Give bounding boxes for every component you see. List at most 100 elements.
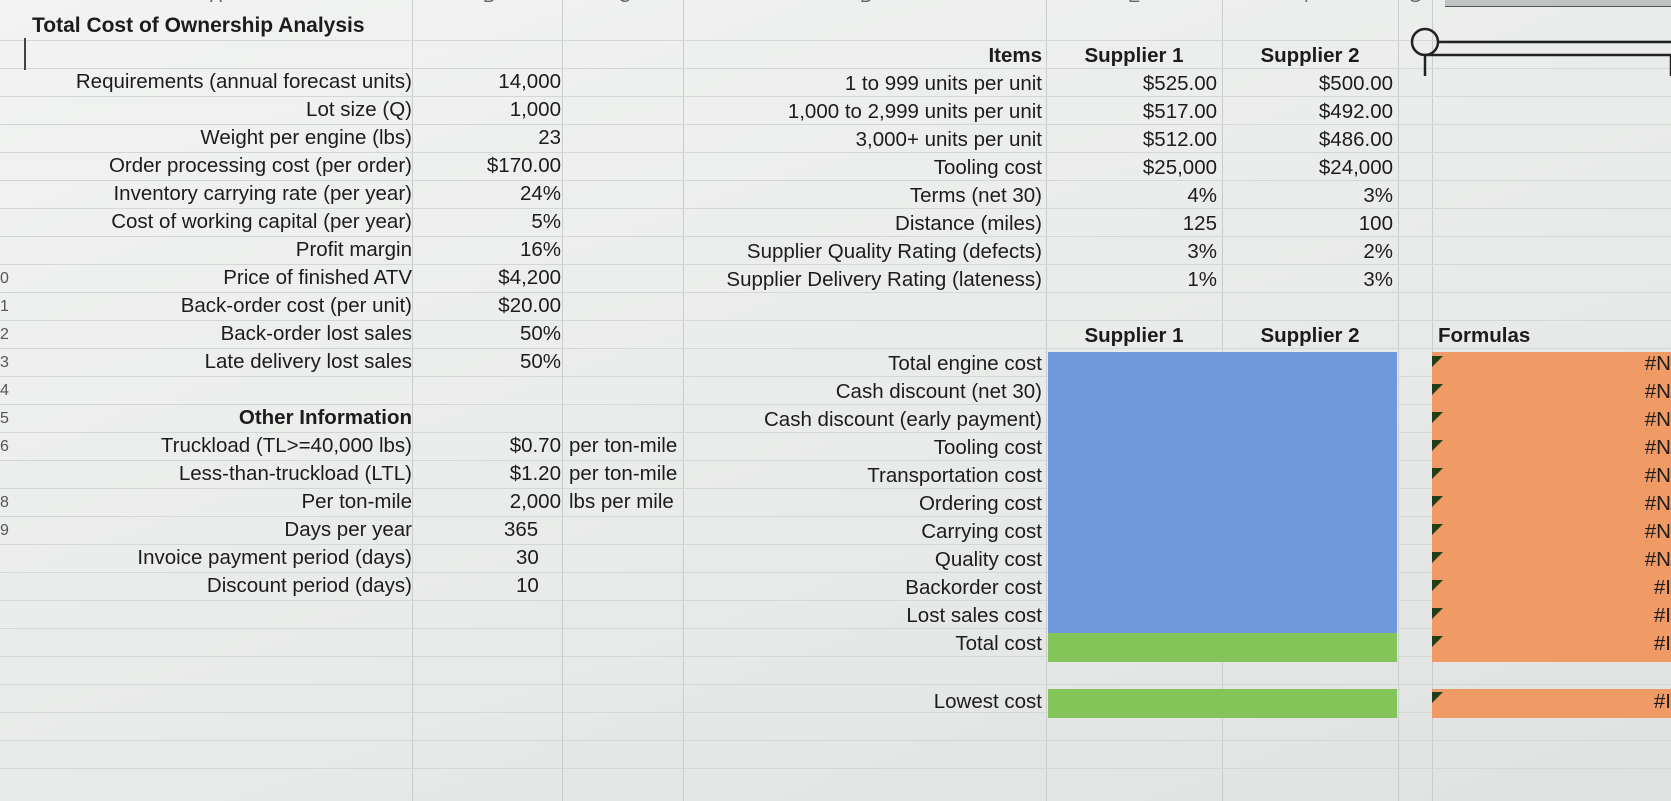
supplier2-value[interactable]: 2% [1363, 240, 1393, 263]
supplier-cost-blue-range[interactable] [1048, 352, 1397, 633]
supplier1-value[interactable]: $525.00 [1142, 72, 1217, 95]
cell-value[interactable]: $4,200 [498, 266, 561, 289]
comment-indicator[interactable] [1432, 496, 1443, 507]
comment-indicator[interactable] [1432, 356, 1443, 367]
col-header-e[interactable]: E [1128, 0, 1140, 7]
supplier1-value[interactable]: $25,000 [1142, 156, 1217, 179]
cost-supplier1-header[interactable]: Supplier 1 [1084, 324, 1184, 347]
formulas-orange-range[interactable] [1432, 352, 1671, 662]
cell-label[interactable]: Late delivery lost sales [204, 350, 412, 373]
cost-row-label[interactable]: Total cost [955, 632, 1042, 655]
item-label[interactable]: 3,000+ units per unit [855, 128, 1042, 151]
supplier2-value[interactable]: $492.00 [1318, 100, 1393, 123]
supplier1-value[interactable]: 3% [1187, 240, 1217, 263]
cost-row-label[interactable]: Backorder cost [905, 576, 1042, 599]
cost-supplier2-header[interactable]: Supplier 2 [1260, 324, 1360, 347]
formula-error[interactable]: #I [1653, 632, 1671, 655]
formula-error[interactable]: #I [1653, 604, 1671, 627]
total-cost-green-range[interactable] [1048, 633, 1397, 662]
lowest-cost-label[interactable]: Lowest cost [933, 690, 1042, 713]
cell-value[interactable]: 14,000 [498, 70, 561, 93]
cell-label[interactable]: Less-than-truckload (LTL) [178, 462, 412, 485]
formula-error[interactable]: #N [1644, 492, 1671, 515]
cell-label[interactable]: Inventory carrying rate (per year) [113, 182, 412, 205]
formula-error[interactable]: #I [1653, 690, 1671, 713]
supplier2-value[interactable]: 3% [1363, 184, 1393, 207]
cell-value[interactable]: 5% [531, 210, 561, 233]
supplier1-header[interactable]: Supplier 1 [1084, 44, 1184, 67]
col-header-g[interactable]: G [1408, 0, 1422, 7]
cell-value[interactable]: $0.70 [509, 434, 561, 457]
cell-value[interactable]: $20.00 [498, 294, 561, 317]
cell-label[interactable]: Requirements (annual forecast units) [75, 70, 412, 93]
item-label[interactable]: Supplier Quality Rating (defects) [746, 240, 1042, 263]
cell-value[interactable]: 50% [519, 322, 561, 345]
cell-label[interactable]: Back-order lost sales [220, 322, 412, 345]
comment-indicator[interactable] [1432, 440, 1443, 451]
cell-label[interactable]: Cost of working capital (per year) [111, 210, 412, 233]
formula-error[interactable]: #N [1644, 464, 1671, 487]
cell-unit[interactable]: lbs per mile [569, 490, 674, 513]
col-header-h[interactable] [1445, 0, 1671, 7]
cell-label[interactable]: Price of finished ATV [223, 266, 412, 289]
cell-label[interactable]: Per ton-mile [301, 490, 412, 513]
item-label[interactable]: 1 to 999 units per unit [844, 72, 1042, 95]
cost-row-label[interactable]: Cash discount (early payment) [763, 408, 1042, 431]
comment-indicator[interactable] [1432, 692, 1443, 703]
supplier2-value[interactable]: 100 [1358, 212, 1393, 235]
other-info-header[interactable]: Other Information [238, 406, 412, 429]
item-label[interactable]: Terms (net 30) [909, 184, 1042, 207]
supplier2-value[interactable]: $24,000 [1318, 156, 1393, 179]
formula-error[interactable]: #N [1644, 548, 1671, 571]
item-label[interactable]: Supplier Delivery Rating (lateness) [726, 268, 1042, 291]
cell-label[interactable]: Order processing cost (per order) [108, 154, 412, 177]
cell-label[interactable]: Lot size (Q) [306, 98, 412, 121]
cell-label[interactable]: Invoice payment period (days) [137, 546, 412, 569]
cost-row-label[interactable]: Total engine cost [888, 352, 1042, 375]
cost-row-label[interactable]: Cash discount (net 30) [835, 380, 1042, 403]
comment-indicator[interactable] [1432, 636, 1443, 647]
formula-error[interactable]: #N [1644, 436, 1671, 459]
cell-label[interactable]: Weight per engine (lbs) [200, 126, 412, 149]
cell-value[interactable]: 16% [519, 238, 561, 261]
supplier2-value[interactable]: 3% [1363, 268, 1393, 291]
supplier1-value[interactable]: $517.00 [1142, 100, 1217, 123]
cell-value[interactable]: 2,000 [509, 490, 561, 513]
cost-row-label[interactable]: Lost sales cost [906, 604, 1042, 627]
cost-row-label[interactable]: Tooling cost [933, 436, 1042, 459]
cell-label[interactable]: Days per year [284, 518, 412, 541]
comment-indicator[interactable] [1432, 552, 1443, 563]
col-header-a[interactable]: A [210, 0, 222, 7]
cost-row-label[interactable]: Transportation cost [867, 464, 1042, 487]
col-header-d[interactable]: D [860, 0, 873, 7]
supplier1-value[interactable]: 1% [1187, 268, 1217, 291]
formula-error[interactable]: #N [1644, 520, 1671, 543]
col-header-c[interactable]: C [618, 0, 631, 7]
formula-error[interactable]: #I [1653, 576, 1671, 599]
cell-label[interactable]: Profit margin [295, 238, 412, 261]
formula-error[interactable]: #N [1644, 380, 1671, 403]
formula-error[interactable]: #N [1644, 352, 1671, 375]
comment-indicator[interactable] [1432, 580, 1443, 591]
cost-row-label[interactable]: Carrying cost [921, 520, 1042, 543]
cell-label[interactable]: Truckload (TL>=40,000 lbs) [160, 434, 412, 457]
cell-value[interactable]: 50% [519, 350, 561, 373]
item-label[interactable]: 1,000 to 2,999 units per unit [787, 100, 1042, 123]
supplier1-value[interactable]: $512.00 [1142, 128, 1217, 151]
item-label[interactable]: Distance (miles) [895, 212, 1042, 235]
supplier2-header[interactable]: Supplier 2 [1260, 44, 1360, 67]
col-header-f[interactable]: F [1304, 0, 1315, 7]
formulas-header[interactable]: Formulas [1438, 324, 1531, 347]
supplier2-value[interactable]: $500.00 [1318, 72, 1393, 95]
formula-error[interactable]: #N [1644, 408, 1671, 431]
cell-value[interactable]: 30 [516, 546, 539, 569]
comment-indicator[interactable] [1432, 384, 1443, 395]
cell-label[interactable]: Back-order cost (per unit) [180, 294, 412, 317]
cost-row-label[interactable]: Ordering cost [918, 492, 1042, 515]
cell-value[interactable]: 24% [519, 182, 561, 205]
cell-unit[interactable]: per ton-mile [569, 434, 678, 457]
cell-value[interactable]: 1,000 [509, 98, 561, 121]
cell-value[interactable]: $170.00 [486, 154, 561, 177]
cell-unit[interactable]: per ton-mile [569, 462, 678, 485]
